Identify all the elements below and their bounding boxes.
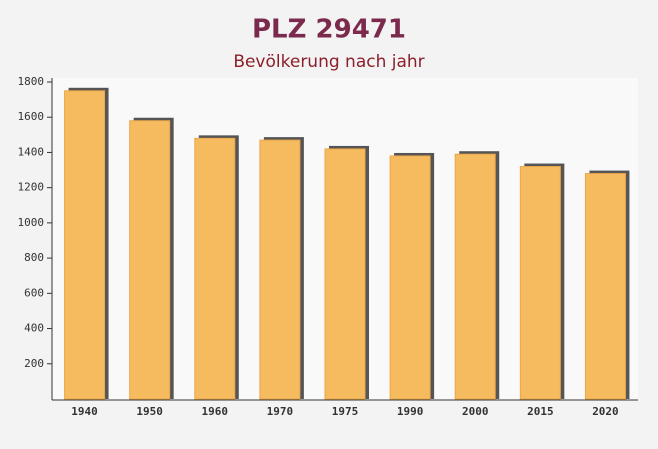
bar: [129, 120, 171, 400]
y-tick-label: 1800: [18, 75, 45, 88]
bar: [519, 166, 561, 400]
bar: [64, 90, 106, 400]
y-tick-label: 1400: [18, 145, 45, 158]
y-tick-label: 800: [24, 251, 44, 264]
x-tick-label: 1975: [332, 405, 359, 418]
x-tick-label: 1940: [71, 405, 98, 418]
bar: [259, 139, 301, 400]
x-tick-label: 1990: [397, 405, 424, 418]
bar: [389, 155, 431, 400]
y-tick-label: 1000: [18, 216, 45, 229]
bar: [324, 148, 366, 400]
y-tick-label: 400: [24, 322, 44, 335]
bar: [454, 153, 496, 400]
y-tick-label: 200: [24, 357, 44, 370]
chart-title: PLZ 29471: [252, 15, 406, 45]
x-tick-label: 2015: [527, 405, 554, 418]
bar: [194, 137, 236, 400]
bar: [584, 173, 626, 400]
y-tick-label: 1200: [18, 181, 45, 194]
y-tick-label: 600: [24, 286, 44, 299]
x-tick-label: 1950: [136, 405, 163, 418]
x-tick-label: 2000: [462, 405, 489, 418]
x-tick-label: 1960: [202, 405, 229, 418]
x-tick-label: 2020: [592, 405, 619, 418]
chart-subtitle: Bevölkerung nach jahr: [233, 52, 424, 72]
y-tick-label: 1600: [18, 110, 45, 123]
x-tick-label: 1970: [267, 405, 294, 418]
